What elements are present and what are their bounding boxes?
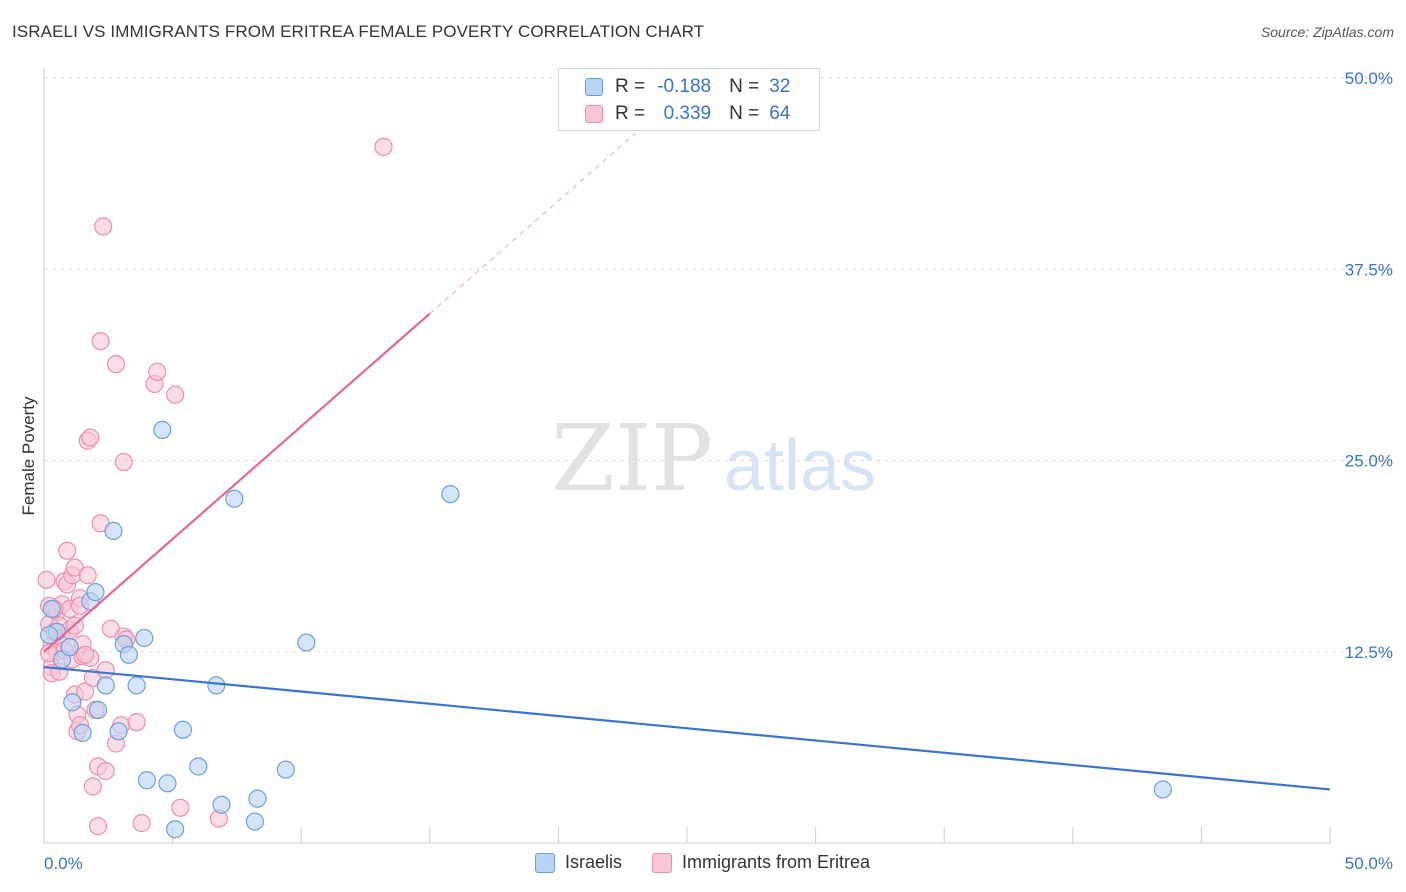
legend-row-eritrea: R = 0.339 N = 64 [585,102,790,126]
watermark: ZIP atlas [551,405,876,512]
israelis-swatch [535,852,555,873]
data-point [106,355,126,374]
israelis-trend-line [43,665,1331,791]
tick-labels: 12.5% 25.0% 37.5% 50.0% 0.0% 50.0% [44,69,1393,873]
data-point [127,676,146,695]
trend-lines [43,132,1331,791]
data-point [60,638,79,657]
data-point [109,722,128,741]
chart-title: ISRAELI VS IMMIGRANTS FROM ERITREA FEMAL… [12,22,705,41]
data-point [81,428,100,447]
data-point [245,812,265,831]
data-point [104,521,123,540]
grid-lines [44,77,1392,653]
data-point [297,633,316,652]
data-point [76,645,95,664]
data-point [78,566,97,585]
data-point [96,761,115,781]
data-point [1153,780,1172,799]
legend-label: Israelis [565,852,623,872]
data-point [91,332,110,351]
data-point [137,771,156,790]
data-point [58,541,77,560]
data-point [148,362,167,381]
r-label: R = [615,103,646,124]
data-point [212,795,231,814]
legend-row-israelis: R = -0.188 N = 32 [585,75,790,99]
data-point [76,682,95,701]
data-point [88,817,108,836]
data-point [153,420,172,439]
r-value: 0.339 [663,103,712,124]
n-value: 64 [769,103,791,124]
series-legend: Israelis Immigrants from Eritrea [535,852,900,873]
data-point [166,385,185,404]
data-point [88,700,108,719]
source-label: Source: ZipAtlas.com [1260,24,1394,40]
data-point [94,217,113,236]
y-axis-label: Female Poverty [19,396,38,516]
watermark-zip: ZIP [551,405,713,512]
israelis-swatch [585,78,603,96]
n-value: 32 [769,76,791,97]
data-point [127,713,146,732]
data-point [374,137,393,156]
data-point [173,720,192,739]
n-label: N = [729,76,760,97]
watermark-atlas: atlas [724,426,876,506]
data-point [132,814,151,833]
data-point [189,757,208,776]
data-point [86,582,105,602]
correlation-legend: R = -0.188 N = 32 R = 0.339 N = 64 [558,68,820,131]
legend-item-israelis[interactable]: Israelis [535,852,622,873]
r-label: R = [615,76,646,97]
data-point [40,625,59,645]
x-tick-label: 0.0% [44,854,83,873]
data-point [37,570,56,589]
y-tick-label: 50.0% [1345,69,1393,88]
eritrea-trend-extension [429,132,636,315]
data-point [171,798,190,817]
legend-item-eritrea[interactable]: Immigrants from Eritrea [652,852,870,873]
data-point [135,628,154,648]
data-point [276,760,295,779]
data-point [248,789,267,808]
y-tick-label: 37.5% [1345,260,1393,279]
eritrea-trend-line [43,312,431,653]
data-point [225,489,244,508]
data-point [441,485,460,504]
x-tick-label: 50.0% [1345,854,1393,873]
eritrea-swatch [585,105,603,123]
n-label: N = [729,103,760,124]
data-point [83,777,102,796]
r-value: -0.188 [657,76,712,97]
y-tick-label: 12.5% [1345,643,1393,662]
legend-label: Immigrants from Eritrea [682,852,871,872]
data-point [63,693,82,712]
data-point [96,676,115,695]
data-point [119,645,138,664]
data-point [166,820,185,839]
data-point [96,661,115,680]
eritrea-swatch [652,852,673,873]
data-point [207,676,226,695]
data-point [114,452,133,472]
israelis-points [40,420,1172,839]
data-point [42,599,61,619]
y-tick-label: 25.0% [1345,452,1393,471]
data-point [73,723,92,742]
data-point [158,774,177,793]
